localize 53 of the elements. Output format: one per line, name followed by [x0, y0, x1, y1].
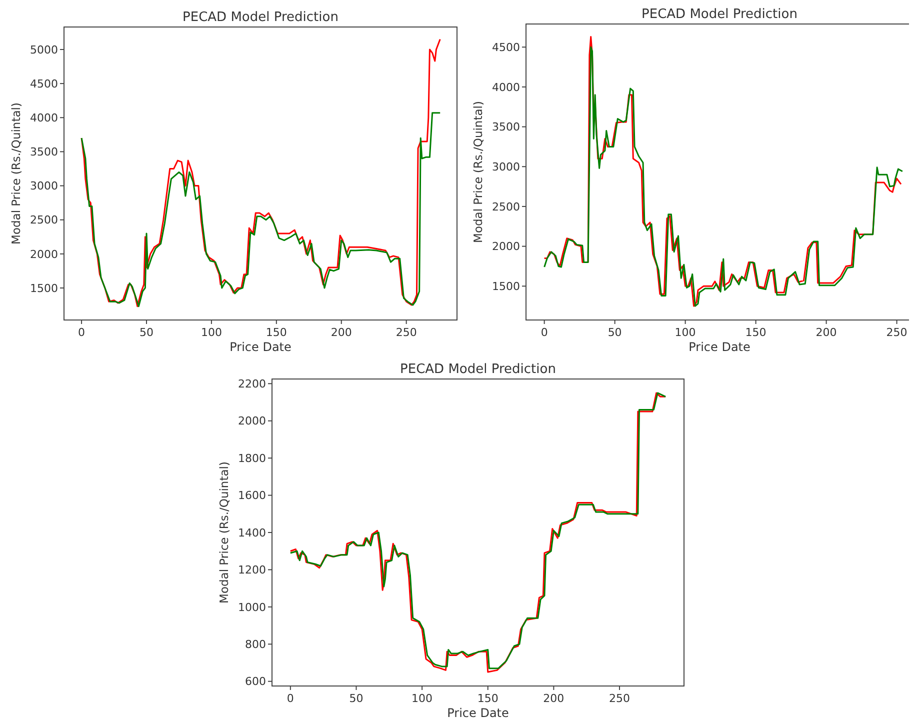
chart-title: PECAD Model Prediction [642, 7, 798, 22]
y-tick-label: 4000 [492, 80, 520, 94]
y-tick-label: 2000 [492, 240, 520, 254]
chart-title: PECAD Model Prediction [182, 10, 338, 25]
y-tick-label: 3000 [30, 180, 58, 193]
y-tick-label: 3500 [30, 146, 58, 159]
y-tick-label: 1400 [238, 526, 266, 540]
y-tick-label: 5000 [30, 43, 58, 56]
line-series [80, 112, 441, 308]
x-tick-label: 0 [78, 326, 86, 339]
y-tick-label: 2200 [238, 378, 266, 390]
y-tick-label: 4000 [30, 111, 58, 124]
x-tick-label: 250 [609, 692, 630, 705]
y-tick-label: 1000 [238, 600, 266, 614]
x-tick-label: 200 [330, 326, 352, 339]
x-tick-label: 50 [608, 326, 622, 339]
line-series [80, 38, 441, 308]
x-tick-label: 150 [477, 692, 498, 705]
y-tick-label: 600 [245, 675, 266, 688]
x-tick-label: 100 [412, 692, 433, 705]
y-axis-title: Modal Price (Rs./Quintal) [471, 101, 485, 243]
y-tick-label: 1500 [492, 280, 520, 293]
y-tick-label: 2000 [30, 248, 58, 261]
x-tick-label: 50 [349, 692, 364, 705]
x-tick-label: 100 [674, 326, 696, 339]
chart-title: PECAD Model Prediction [400, 362, 556, 377]
y-tick-label: 1800 [238, 452, 266, 465]
y-axis-title: Modal Price (Rs./Quintal) [217, 462, 231, 604]
y-tick-label: 3500 [492, 120, 520, 134]
y-tick-label: 1600 [238, 489, 266, 502]
x-tick-label: 250 [886, 326, 908, 339]
y-tick-label: 2000 [238, 414, 266, 428]
y-tick-label: 2500 [492, 200, 520, 214]
y-tick-label: 800 [245, 638, 266, 651]
x-tick-label: 200 [816, 326, 837, 339]
x-axis-title: Price Date [230, 340, 292, 354]
x-axis-title: Price Date [688, 340, 750, 354]
x-tick-label: 150 [745, 326, 766, 339]
y-tick-label: 1200 [238, 564, 266, 577]
y-tick-label: 3000 [492, 160, 520, 174]
y-tick-label: 1500 [30, 282, 58, 295]
y-tick-label: 4500 [492, 40, 520, 54]
x-tick-label: 250 [396, 326, 417, 339]
x-tick-label: 200 [543, 692, 564, 705]
x-tick-label: 0 [286, 692, 294, 705]
x-axis-title: Price Date [447, 706, 509, 720]
x-tick-label: 0 [540, 326, 548, 339]
x-tick-label: 50 [140, 326, 154, 339]
x-tick-label: 150 [266, 326, 287, 339]
x-tick-label: 100 [200, 326, 222, 339]
y-axis-title: Modal Price (Rs./Quintal) [9, 102, 23, 244]
y-tick-label: 4500 [30, 77, 58, 90]
y-tick-label: 2500 [30, 214, 58, 227]
